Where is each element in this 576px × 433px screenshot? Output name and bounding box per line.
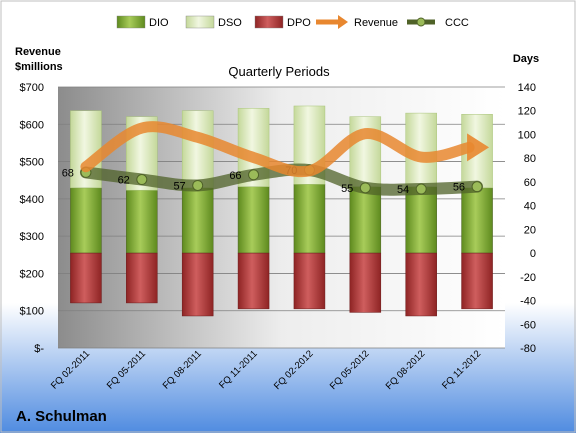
chart-title: Quarterly Periods [228, 64, 330, 79]
bar-dio [126, 189, 158, 254]
left-axis-title: $millions [15, 61, 63, 73]
ccc-data-label: 56 [453, 182, 465, 194]
left-tick-label: $500 [20, 157, 44, 169]
right-tick-label: 100 [518, 129, 536, 141]
ccc-data-label: 57 [173, 180, 185, 192]
bar-dio [181, 187, 214, 254]
bar-dpo [405, 252, 437, 317]
left-tick-label: $600 [20, 119, 44, 131]
bar-dio [405, 186, 437, 254]
bar-dio [237, 186, 270, 254]
bar-dio [70, 187, 102, 254]
legend-swatch-dio [116, 15, 146, 29]
ccc-data-label: 66 [229, 170, 241, 182]
right-tick-label: 0 [530, 248, 536, 260]
bar-dpo [181, 252, 214, 317]
bar-dpo [126, 252, 158, 304]
bar-dso [181, 110, 214, 189]
right-tick-label: 120 [518, 106, 536, 118]
plot-area [58, 87, 505, 348]
right-tick-label: -20 [520, 272, 536, 284]
right-tick-label: 60 [524, 177, 536, 189]
legend-label: CCC [445, 17, 469, 29]
ccc-data-label: 62 [118, 175, 130, 187]
legend-label: Revenue [354, 17, 398, 29]
ccc-data-label: 68 [62, 167, 74, 179]
revenue-arrowhead [467, 133, 490, 162]
legend-label: DIO [149, 17, 169, 29]
bar-dpo [293, 252, 326, 310]
right-tick-label: -60 [520, 319, 536, 331]
right-tick-label: 40 [524, 201, 536, 213]
right-tick-label: 80 [524, 153, 536, 165]
revenue-line [80, 121, 475, 178]
legend-label: DPO [287, 17, 311, 29]
right-tick-label: 140 [518, 82, 536, 94]
legend-swatch-dso [185, 15, 215, 29]
left-axis-title: Revenue [15, 46, 61, 58]
bar-dio [293, 184, 326, 254]
right-tick-label: -40 [520, 296, 536, 308]
right-tick-label: 20 [524, 224, 536, 236]
left-tick-label: $700 [20, 82, 44, 94]
bar-dio [461, 187, 493, 254]
bar-dpo [461, 252, 493, 310]
left-tick-label: $100 [20, 306, 44, 318]
left-tick-label: $- [34, 343, 44, 355]
bar-dpo [70, 252, 102, 304]
left-tick-label: $200 [20, 268, 44, 280]
ccc-point [192, 179, 204, 191]
left-tick-label: $300 [20, 231, 44, 243]
bar-dso [349, 116, 382, 187]
right-axis-title: Days [513, 53, 539, 65]
bar-dpo [237, 252, 270, 310]
bar-dio [349, 186, 382, 254]
ccc-point [136, 174, 148, 186]
right-tick-label: -80 [520, 343, 536, 355]
ccc-point [359, 182, 371, 194]
ccc-data-label: 55 [341, 183, 353, 195]
ccc-data-label: 54 [397, 184, 409, 196]
company-name: A. Schulman [16, 408, 107, 425]
legend-swatch-ccc-marker [416, 17, 426, 27]
legend-label: DSO [218, 17, 242, 29]
legend-swatch-dpo [254, 15, 284, 29]
ccc-point [471, 181, 483, 193]
bar-dpo [349, 252, 382, 313]
left-tick-label: $400 [20, 194, 44, 206]
legend-swatch-revenue-head [338, 15, 348, 29]
ccc-point [248, 169, 260, 181]
ccc-point [415, 183, 427, 195]
